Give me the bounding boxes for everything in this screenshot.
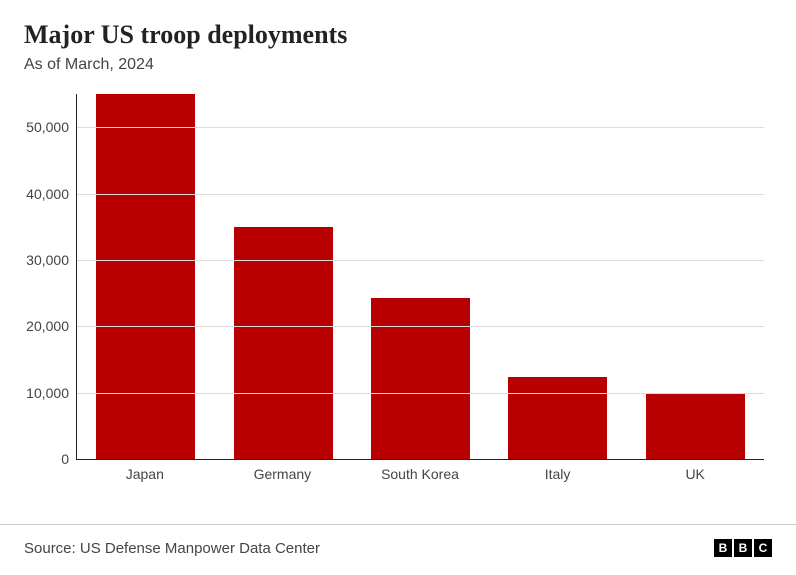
y-axis-label: 0 (61, 451, 77, 467)
chart-subtitle: As of March, 2024 (24, 56, 772, 74)
y-axis-label: 30,000 (26, 252, 77, 268)
bbc-logo: BBC (714, 539, 772, 557)
gridline (77, 260, 764, 261)
y-axis-label: 40,000 (26, 186, 77, 202)
y-axis-label: 50,000 (26, 119, 77, 135)
gridline (77, 393, 764, 394)
x-axis-label: Japan (76, 460, 214, 484)
logo-letter: C (754, 539, 772, 557)
bars-container (77, 94, 764, 459)
chart-footer: Source: US Defense Manpower Data Center … (0, 524, 796, 557)
bar (646, 393, 745, 459)
bar-slot (352, 94, 489, 459)
bar-slot (489, 94, 626, 459)
bar-slot (214, 94, 351, 459)
bar-slot (627, 94, 764, 459)
x-axis-labels: JapanGermanySouth KoreaItalyUK (76, 460, 764, 484)
x-axis-label: Italy (489, 460, 627, 484)
bar (371, 298, 470, 459)
bar (508, 377, 607, 459)
y-axis-label: 10,000 (26, 385, 77, 401)
y-axis-label: 20,000 (26, 318, 77, 334)
chart-title: Major US troop deployments (24, 20, 772, 50)
x-axis-label: Germany (214, 460, 352, 484)
gridline (77, 194, 764, 195)
plot-region: 010,00020,00030,00040,00050,000 (76, 94, 764, 460)
gridline (77, 127, 764, 128)
bar-slot (77, 94, 214, 459)
bar (234, 227, 333, 459)
logo-letter: B (734, 539, 752, 557)
gridline (77, 326, 764, 327)
x-axis-label: UK (626, 460, 764, 484)
logo-letter: B (714, 539, 732, 557)
chart-area: 010,00020,00030,00040,00050,000 JapanGer… (76, 94, 764, 484)
source-text: Source: US Defense Manpower Data Center (24, 540, 320, 557)
x-axis-label: South Korea (351, 460, 489, 484)
bar (96, 94, 195, 459)
